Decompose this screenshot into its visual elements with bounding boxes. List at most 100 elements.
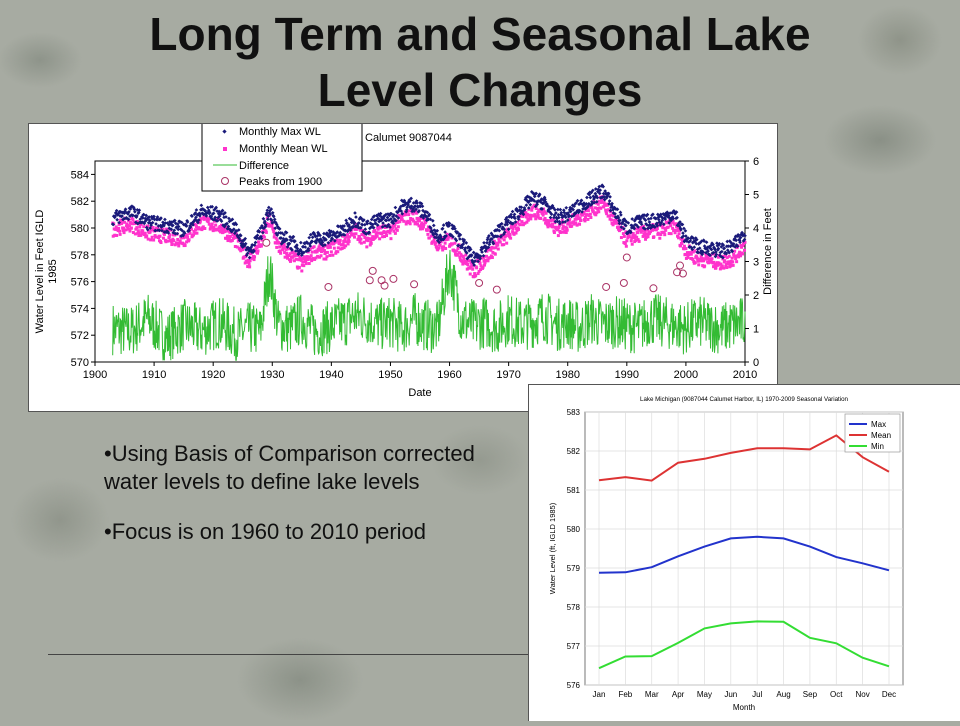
max-point: [415, 201, 419, 205]
mean-point: [308, 247, 312, 251]
mean-point: [490, 256, 494, 260]
mean-point: [587, 205, 591, 209]
max-point: [266, 205, 271, 210]
mean-point: [344, 244, 348, 248]
max-point: [414, 207, 418, 212]
mean-point: [637, 239, 641, 243]
mean-point: [120, 222, 124, 226]
mean-point: [528, 215, 532, 219]
series-difference: [112, 249, 746, 361]
max-point: [671, 216, 675, 221]
max-point: [667, 221, 672, 225]
mean-point: [202, 217, 206, 221]
mean-point: [182, 236, 186, 240]
mean-point: [260, 238, 264, 242]
mean-point: [235, 245, 239, 249]
mean-point: [581, 212, 585, 216]
mean-point: [576, 213, 580, 217]
mean-point: [625, 239, 629, 243]
mean-point: [285, 251, 289, 255]
seasonal-legend-label: Min: [871, 442, 884, 451]
mean-point: [376, 227, 380, 231]
mean-point: [421, 225, 425, 229]
mean-point: [590, 205, 594, 209]
mean-point: [446, 237, 450, 241]
seasonal-x-tick-label: Mar: [645, 690, 659, 699]
seasonal-series-max: [598, 535, 890, 574]
mean-point: [150, 235, 154, 239]
mean-point: [570, 224, 574, 228]
seasonal-y-tick-label: 579: [567, 564, 581, 573]
mean-point: [583, 219, 587, 223]
max-point: [342, 233, 347, 237]
max-point: [199, 203, 204, 208]
mean-point: [248, 259, 252, 263]
max-point: [561, 208, 566, 213]
max-point: [490, 237, 494, 241]
mean-point: [247, 262, 251, 266]
mean-point: [496, 243, 500, 247]
max-point: [197, 218, 201, 222]
mean-point: [292, 259, 296, 263]
max-point: [471, 250, 476, 255]
mean-point: [646, 235, 650, 239]
max-point: [534, 191, 539, 196]
mean-point: [375, 231, 379, 235]
mean-point: [422, 222, 426, 226]
mean-point: [363, 236, 367, 240]
max-point: [365, 221, 370, 226]
max-point: [437, 240, 442, 245]
max-point: [144, 213, 149, 218]
mean-point: [459, 252, 463, 256]
mean-point: [733, 249, 737, 253]
peak-point: [619, 278, 628, 287]
mean-point: [509, 226, 513, 230]
mean-point: [648, 230, 652, 234]
mean-point: [730, 256, 734, 260]
mean-point: [635, 235, 639, 239]
mean-point: [335, 238, 339, 242]
mean-point: [673, 231, 677, 235]
mean-point: [357, 235, 361, 239]
mean-point: [500, 236, 504, 240]
max-point: [247, 255, 252, 260]
max-point: [696, 250, 701, 255]
max-point: [160, 228, 164, 233]
peak-point: [649, 284, 658, 293]
mean-point: [474, 274, 478, 278]
mean-point: [420, 227, 424, 231]
mean-point: [567, 222, 571, 226]
max-point: [194, 208, 199, 212]
max-point: [606, 191, 611, 196]
mean-point: [343, 239, 347, 243]
seasonal-legend: Max Mean Min: [844, 413, 901, 453]
max-point: [381, 221, 385, 225]
max-point: [464, 241, 469, 245]
mean-point: [274, 241, 278, 245]
seasonal-x-tick-label: Sep: [803, 690, 818, 699]
mean-point: [193, 231, 197, 235]
mean-point: [291, 255, 295, 259]
mean-point: [560, 218, 564, 222]
mean-point: [604, 210, 608, 214]
mean-point: [599, 206, 603, 210]
legend-label: Difference: [239, 160, 289, 172]
mean-point: [491, 246, 495, 250]
mean-point: [496, 247, 500, 251]
mean-point: [597, 210, 601, 214]
mean-point: [527, 213, 531, 217]
mean-point: [314, 256, 318, 260]
mean-point: [564, 231, 568, 235]
mean-point: [134, 227, 138, 231]
mean-point: [239, 249, 243, 253]
mean-point: [679, 237, 683, 241]
mean-point: [383, 235, 387, 239]
mean-point: [278, 245, 282, 249]
peak-point: [475, 278, 484, 287]
mean-point: [299, 258, 303, 262]
y2-tick-label: 2: [753, 290, 759, 302]
max-point: [619, 213, 623, 217]
mean-point: [524, 211, 528, 215]
mean-point: [445, 232, 449, 236]
peak-point: [324, 282, 333, 291]
